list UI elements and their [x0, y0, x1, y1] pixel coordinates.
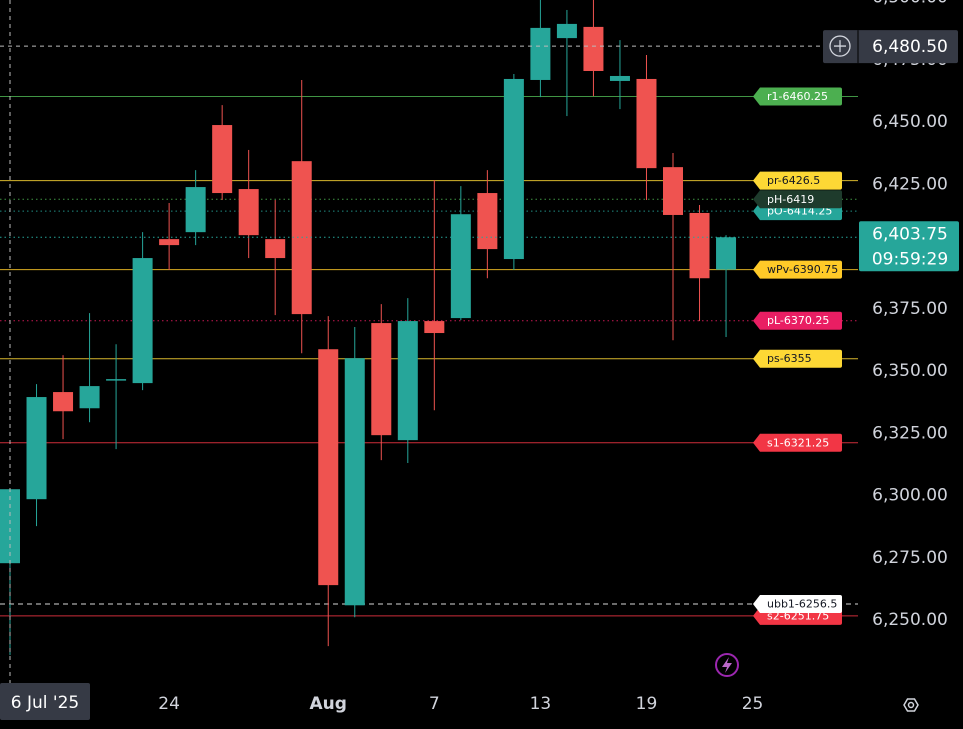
candle-body [132, 258, 153, 384]
x-tick-label: 19 [636, 694, 658, 714]
candle-body [212, 125, 233, 194]
candle-body [397, 321, 418, 441]
level-label: ps-6355 [767, 352, 812, 365]
candle-body [583, 26, 604, 71]
level-label: s1-6321.25 [767, 436, 829, 449]
last-price-label: 6,403.75 [872, 224, 948, 244]
level-tag [753, 433, 842, 452]
level-tag [753, 311, 842, 330]
crosshair-date-box [0, 683, 90, 720]
x-tick-label: Aug [310, 694, 347, 714]
crosshair-price-label: 6,480.50 [872, 37, 948, 57]
level-tag [753, 87, 842, 106]
level-label: r1-6460.25 [767, 90, 828, 103]
candle-body [238, 189, 259, 236]
y-tick-label: 6,350.00 [872, 361, 948, 381]
last-price-box [859, 221, 959, 272]
y-tick-label: 6,325.00 [872, 423, 948, 443]
candle-body [556, 23, 577, 39]
candle-body [344, 358, 365, 606]
candle-body [79, 386, 100, 409]
crosshair-price-box [823, 30, 958, 64]
add-alert-plus [834, 40, 846, 53]
add-alert-button [829, 35, 851, 57]
candle-body [477, 193, 498, 250]
y-tick-label: 6,275.00 [872, 548, 948, 568]
level-label: pL-6370.25 [767, 314, 829, 327]
level-tag [753, 595, 842, 614]
candle-body [530, 27, 551, 80]
candle-body [265, 239, 286, 259]
level-tag [753, 260, 842, 279]
y-tick-label: 6,425.00 [872, 174, 948, 194]
level-tag [753, 190, 842, 209]
candle-body [53, 392, 74, 412]
level-tag [753, 349, 842, 368]
x-tick-label: 24 [158, 694, 180, 714]
candle-body [26, 397, 47, 500]
candles [0, 0, 737, 656]
x-tick-label: 25 [742, 694, 764, 714]
level-label: pH-6419 [767, 193, 814, 206]
candle-body [106, 379, 127, 381]
candle-body [636, 78, 657, 169]
candle-body [424, 321, 445, 334]
candle-body [503, 78, 524, 260]
countdown: 09:59:29 [872, 249, 948, 269]
candle-body [185, 187, 206, 233]
level-tag [753, 171, 842, 190]
candle-body [663, 167, 683, 215]
x-tick-label: 13 [530, 694, 552, 714]
y-tick-label: 6,300.00 [872, 486, 948, 506]
x-tick-label: 7 [429, 694, 440, 714]
y-tick-label: 6,450.00 [872, 112, 948, 132]
candle-body [318, 349, 339, 586]
candle-body [0, 489, 20, 564]
levels: r1-6460.25pr-6426.5pO-6414.25pH-6419wPv-… [0, 87, 858, 625]
candle-body [450, 214, 471, 319]
candle-body [371, 323, 392, 436]
y-tick-label: 6,375.00 [872, 299, 948, 319]
settings-icon[interactable] [903, 698, 919, 712]
candle-body [716, 237, 737, 270]
lightning-icon[interactable] [715, 653, 739, 677]
level-label: pr-6426.5 [767, 174, 820, 187]
crosshair-date-label: 6 Jul '25 [11, 693, 79, 713]
y-tick-label: 6,250.00 [872, 610, 948, 630]
candle-body [159, 239, 180, 246]
level-label: wPv-6390.75 [767, 263, 838, 276]
y-tick-label: 6,500.00 [872, 0, 948, 8]
candle-body [689, 212, 710, 279]
candle-body [609, 75, 630, 81]
level-label: ubb1-6256.5 [767, 598, 837, 611]
